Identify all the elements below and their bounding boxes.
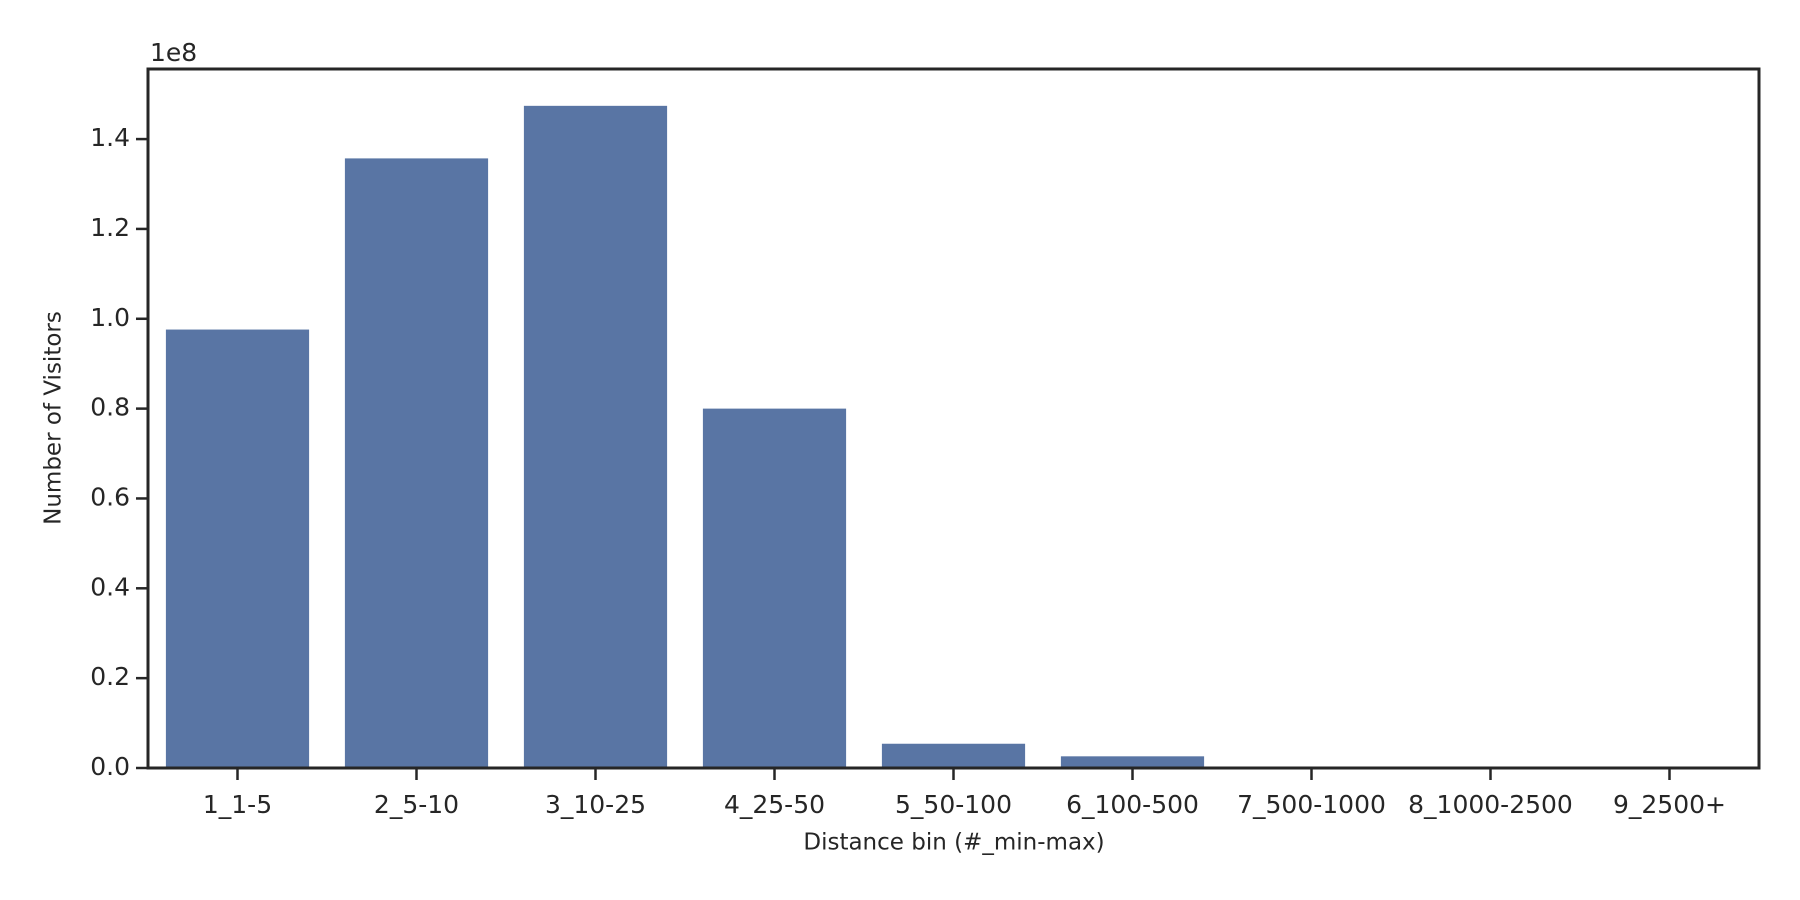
y-tick-label: 1.2 [90,213,130,242]
x-tick-label: 8_1000-2500 [1408,790,1573,819]
x-tick-label: 1_1-5 [203,790,272,819]
x-tick-label: 7_500-1000 [1237,790,1386,819]
plot-frame [146,67,1761,770]
bar [702,408,847,768]
bar [881,743,1026,768]
x-axis-label: Distance bin (#_min-max) [803,830,1104,856]
x-tick-label: 3_10-25 [545,790,646,819]
bar [1060,756,1205,768]
y-tick-label: 0.8 [90,393,130,422]
y-tick-label: 0.4 [90,572,130,601]
bar [344,158,489,768]
x-tick-label: 5_50-100 [895,790,1012,819]
x-tick-label: 2_5-10 [374,790,459,819]
x-tick-label: 6_100-500 [1066,790,1199,819]
bar [523,105,668,768]
y-tick-label: 0.0 [90,752,130,781]
bar [165,329,310,768]
y-tick-label: 1.4 [90,123,130,152]
y-tick-label: 0.2 [90,662,130,691]
y-axis-label: Number of Visitors [41,311,67,525]
y-offset-label: 1e8 [150,38,197,67]
x-tick-label: 4_25-50 [724,790,825,819]
y-tick-label: 0.6 [90,482,130,511]
y-tick-label: 1.0 [90,303,130,332]
x-tick-label: 9_2500+ [1613,790,1726,819]
